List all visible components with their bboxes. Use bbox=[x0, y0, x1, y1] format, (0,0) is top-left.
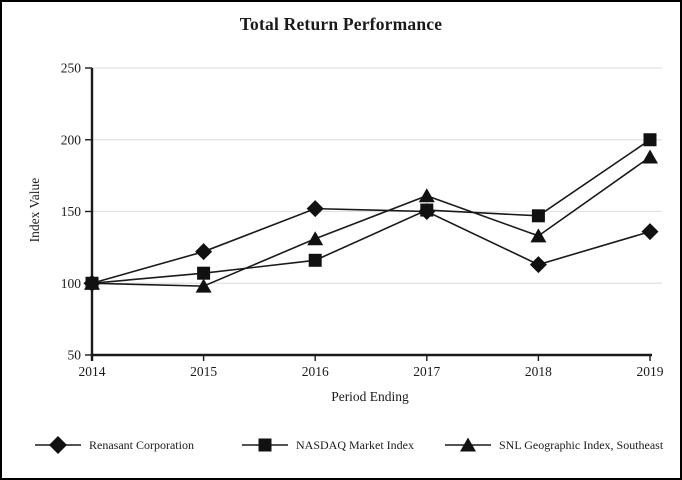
series-line-renasant-corporation bbox=[91, 207, 651, 285]
data-point-triangle-snl-geographic-index-southeast bbox=[642, 149, 658, 164]
x-tick-label: 2017 bbox=[413, 364, 440, 379]
y-tick-label: 150 bbox=[61, 204, 82, 219]
x-tick-label: 2015 bbox=[190, 364, 217, 379]
data-point-triangle-snl-geographic-index-southeast bbox=[418, 188, 435, 203]
data-point-diamond-renasant-corporation bbox=[641, 223, 659, 241]
y-tick-label: 250 bbox=[61, 61, 82, 76]
y-tick-label: 100 bbox=[61, 276, 82, 291]
data-point-diamond-renasant-corporation bbox=[529, 256, 547, 274]
data-point-triangle-snl-geographic-index-southeast bbox=[307, 231, 324, 246]
data-point-triangle-snl-geographic-index-southeast bbox=[195, 278, 212, 293]
x-tick-label: 2019 bbox=[637, 364, 664, 379]
series-line-nasdaq-market-index bbox=[91, 139, 651, 285]
data-point-square-nasdaq-market-index bbox=[420, 203, 434, 217]
y-tick-label: 200 bbox=[61, 132, 82, 147]
x-tick-label: 2018 bbox=[525, 364, 552, 379]
x-tick-label: 2014 bbox=[79, 364, 106, 379]
chart-title: Total Return Performance bbox=[239, 14, 443, 34]
x-axis-title: Period Ending bbox=[331, 389, 409, 404]
y-tick-label: 50 bbox=[68, 348, 82, 363]
series-line-snl-geographic-index-southeast bbox=[91, 156, 651, 287]
data-point-square-nasdaq-market-index bbox=[197, 266, 211, 280]
data-point-diamond-renasant-corporation bbox=[306, 200, 324, 218]
data-point-diamond-renasant-corporation bbox=[195, 243, 213, 261]
data-point-square-nasdaq-market-index bbox=[531, 209, 545, 223]
data-point-triangle-snl-geographic-index-southeast bbox=[530, 228, 547, 243]
x-tick-label: 2016 bbox=[302, 364, 329, 379]
data-point-square-nasdaq-market-index bbox=[308, 253, 322, 267]
data-point-square-nasdaq-market-index bbox=[643, 133, 657, 147]
data-point-triangle-snl-geographic-index-southeast bbox=[84, 275, 100, 290]
